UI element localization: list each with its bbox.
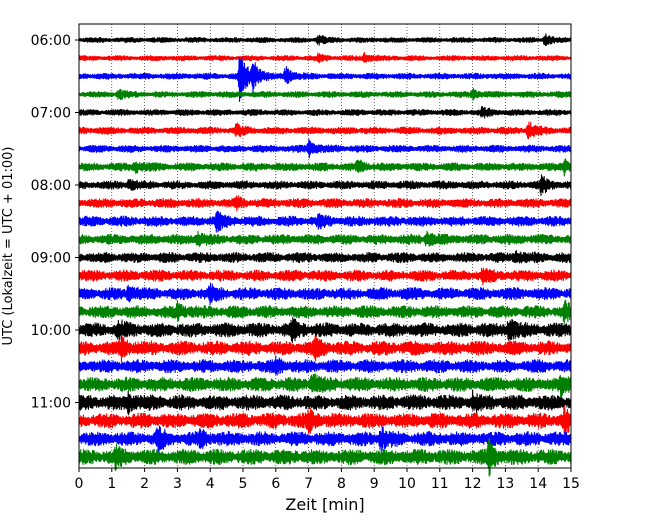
- x-tick-label: 10: [398, 476, 416, 492]
- seismogram-trace: [78, 174, 572, 197]
- x-tick-label: 15: [562, 476, 580, 492]
- y-axis-label: UTC (Lokalzeit = UTC + 01:00): [1, 147, 16, 346]
- seismogram-trace: [78, 299, 572, 325]
- x-axis: 0 1 2 3 4 5 6 7 8 9 10 11 12 13 14 15: [75, 468, 580, 492]
- x-tick-label: 5: [239, 476, 248, 492]
- seismogram-trace: [78, 373, 572, 399]
- seismogram-trace: [78, 158, 572, 177]
- x-tick-label: 14: [529, 476, 547, 492]
- trace-layer: [78, 33, 572, 477]
- seismogram-trace: [78, 87, 572, 101]
- seismogram-trace: [78, 389, 572, 416]
- seismogram-trace: [78, 355, 572, 376]
- x-tick-label: 11: [431, 476, 449, 492]
- x-tick-label: 6: [271, 476, 280, 492]
- seismogram-trace: [78, 405, 572, 435]
- x-tick-label: 12: [464, 476, 482, 492]
- y-axis: 06:00 07:00 08:00 09:00 10:00 11:00: [31, 33, 79, 412]
- x-tick-label: 7: [304, 476, 313, 492]
- plot-frame: [78, 23, 572, 469]
- seismogram-trace: [78, 106, 572, 119]
- seismogram-trace: [78, 230, 572, 247]
- x-tick-label: 2: [140, 476, 149, 492]
- seismogram-trace: [78, 195, 572, 212]
- seismogram-trace: [78, 210, 572, 233]
- y-tick-label: 09:00: [31, 251, 71, 267]
- x-tick-label: 0: [75, 476, 84, 492]
- seismogram-trace: [78, 437, 572, 477]
- seismogram-trace: [78, 121, 572, 140]
- y-tick-label: 08:00: [31, 178, 71, 194]
- grid-layer: [111, 24, 539, 468]
- x-tick-label: 4: [206, 476, 215, 492]
- seismogram-trace: [78, 56, 572, 103]
- seismogram-trace: [78, 282, 572, 306]
- seismogram-trace: [78, 138, 572, 159]
- x-tick-label: 1: [107, 476, 116, 492]
- y-tick-label: 07:00: [31, 106, 71, 122]
- x-tick-label: 13: [496, 476, 514, 492]
- y-tick-label: 10:00: [31, 323, 71, 339]
- seismogram-trace: [78, 334, 572, 364]
- seismogram-trace: [78, 250, 572, 264]
- x-tick-label: 3: [173, 476, 182, 492]
- x-axis-label: Zeit [min]: [285, 495, 364, 514]
- x-tick-label: 8: [337, 476, 346, 492]
- y-tick-label: 06:00: [31, 33, 71, 49]
- seismogram-trace: [78, 267, 572, 286]
- y-tick-label: 11:00: [31, 396, 71, 412]
- x-tick-label: 9: [370, 476, 379, 492]
- seismogram-trace: [78, 33, 572, 47]
- seismogram-trace: [78, 52, 572, 64]
- seismogram-trace: [78, 316, 572, 344]
